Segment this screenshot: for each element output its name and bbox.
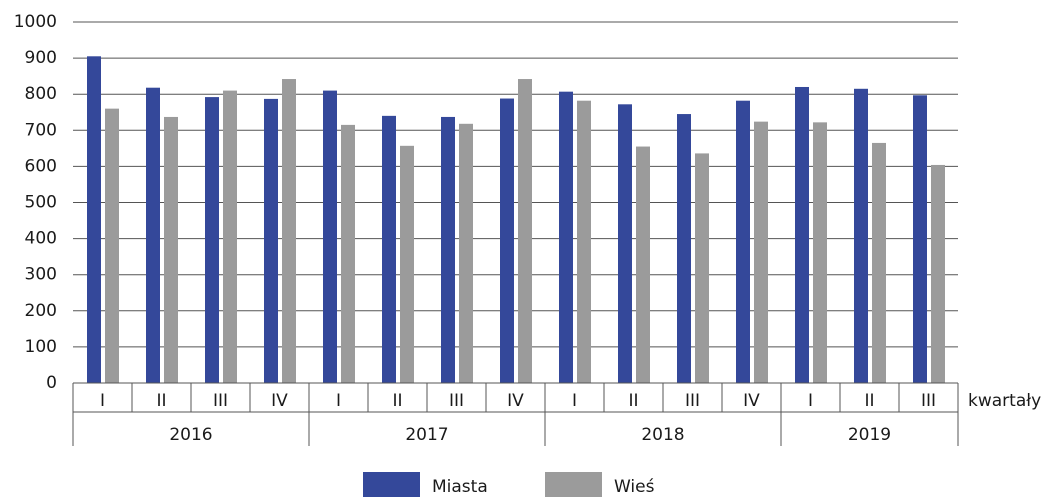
x-tick-label: II: [392, 391, 402, 411]
x-tick-label: III: [213, 391, 228, 411]
x-tick-label: III: [449, 391, 464, 411]
y-tick-label: 600: [25, 156, 57, 176]
bar: [146, 87, 160, 384]
bar: [636, 146, 650, 383]
bar: [518, 79, 532, 384]
y-tick-label: 100: [25, 337, 57, 357]
bar: [282, 79, 296, 384]
y-tick-label: 300: [25, 265, 57, 285]
bar: [695, 153, 709, 383]
x-tick-label: IV: [743, 391, 760, 411]
bar: [736, 100, 750, 383]
bar: [754, 121, 768, 384]
bar: [459, 123, 473, 383]
bar: [931, 164, 945, 383]
bar: [205, 97, 219, 383]
legend-swatch: [545, 472, 602, 497]
group-label: 2017: [405, 425, 448, 445]
bar: [87, 56, 101, 384]
legend-label: Miasta: [432, 477, 488, 497]
bar: [105, 108, 119, 383]
group-label: 2016: [169, 425, 212, 445]
y-tick-label: 900: [25, 48, 57, 68]
x-tick-label: IV: [271, 391, 288, 411]
bar: [223, 90, 237, 383]
x-tick-label: I: [808, 391, 813, 411]
x-tick-label: I: [572, 391, 577, 411]
bar: [441, 116, 455, 384]
x-axis-label: kwartały: [968, 391, 1041, 411]
x-tick-label: III: [921, 391, 936, 411]
y-tick-label: 500: [25, 193, 57, 213]
legend-swatch: [363, 472, 420, 497]
group-label: 2018: [641, 425, 684, 445]
x-tick-label: I: [336, 391, 341, 411]
bar: [400, 145, 414, 383]
bar: [164, 116, 178, 384]
bar: [618, 104, 632, 384]
y-tick-label: 700: [25, 120, 57, 140]
bar: [854, 88, 868, 383]
bar: [577, 100, 591, 383]
bar: [341, 124, 355, 383]
x-tick-label: II: [864, 391, 874, 411]
x-tick-label: I: [100, 391, 105, 411]
y-tick-label: 800: [25, 84, 57, 104]
y-tick-label: 400: [25, 229, 57, 249]
bar: [813, 122, 827, 383]
bar: [264, 98, 278, 383]
bar: [559, 91, 573, 383]
bar: [872, 142, 886, 383]
legend-label: Wieś: [614, 477, 655, 497]
x-tick-label: II: [628, 391, 638, 411]
bar: [677, 114, 691, 384]
x-tick-label: IV: [507, 391, 524, 411]
y-tick-label: 200: [25, 301, 57, 321]
x-tick-label: II: [156, 391, 166, 411]
bar: [913, 95, 927, 384]
bar: [795, 86, 809, 383]
x-tick-label: III: [685, 391, 700, 411]
bar: [382, 115, 396, 384]
bar: [323, 90, 337, 383]
group-label: 2019: [848, 425, 891, 445]
bar: [500, 98, 514, 384]
y-tick-label: 0: [46, 373, 57, 393]
y-tick-label: 1000: [14, 12, 57, 32]
